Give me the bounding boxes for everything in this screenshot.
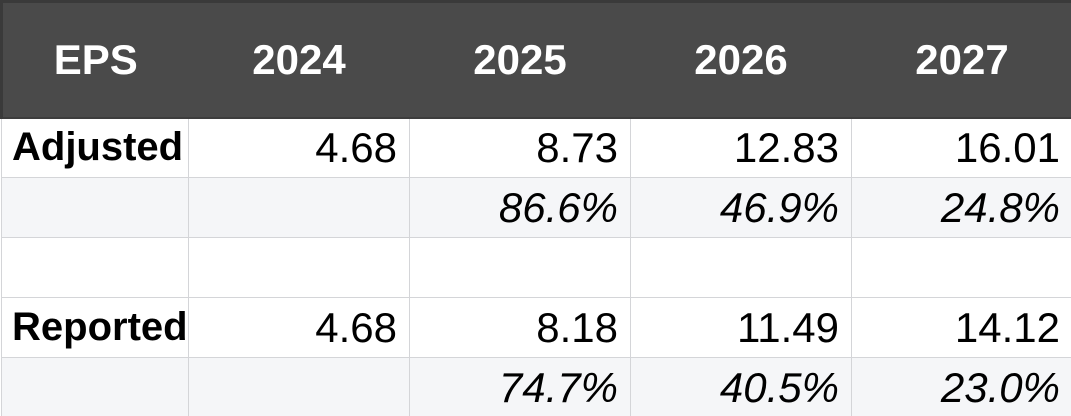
header-year-2024: 2024 (188, 0, 410, 119)
cell-empty (409, 237, 631, 298)
cell-growth: 74.7% (409, 357, 631, 416)
header-eps: EPS (0, 0, 189, 119)
header-year-2026: 2026 (630, 0, 852, 119)
cell-value: 11.49 (630, 297, 852, 358)
cell-growth: 46.9% (630, 177, 852, 238)
row-spacer (1, 237, 1071, 298)
row-adjusted: Adjusted 4.68 8.73 12.83 16.01 (1, 117, 1071, 178)
row-label (1, 357, 189, 416)
row-label: Reported (1, 297, 189, 358)
cell-growth: 40.5% (630, 357, 852, 416)
row-reported: Reported 4.68 8.18 11.49 14.12 (1, 297, 1071, 358)
cell-value: 4.68 (188, 297, 410, 358)
cell-growth: 86.6% (409, 177, 631, 238)
cell-growth (188, 177, 410, 238)
cell-value: 8.18 (409, 297, 631, 358)
row-reported-growth: 74.7% 40.5% 23.0% (1, 357, 1071, 416)
cell-empty (851, 237, 1071, 298)
cell-value: 4.68 (188, 117, 410, 178)
cell-growth (188, 357, 410, 416)
row-label: Adjusted (1, 117, 189, 178)
cell-value: 8.73 (409, 117, 631, 178)
table-body: Adjusted 4.68 8.73 12.83 16.01 86.6% 46.… (1, 117, 1071, 416)
row-adjusted-growth: 86.6% 46.9% 24.8% (1, 177, 1071, 238)
cell-empty (630, 237, 852, 298)
header-year-2025: 2025 (409, 0, 631, 119)
row-label (1, 177, 189, 238)
cell-value: 12.83 (630, 117, 852, 178)
table-header: EPS 2024 2025 2026 2027 (0, 0, 1071, 119)
cell-empty (188, 237, 410, 298)
cell-value: 14.12 (851, 297, 1071, 358)
row-label (1, 237, 189, 298)
header-year-2027: 2027 (851, 0, 1071, 119)
header-row: EPS 2024 2025 2026 2027 (0, 0, 1071, 119)
cell-growth: 23.0% (851, 357, 1071, 416)
cell-value: 16.01 (851, 117, 1071, 178)
cell-growth: 24.8% (851, 177, 1071, 238)
